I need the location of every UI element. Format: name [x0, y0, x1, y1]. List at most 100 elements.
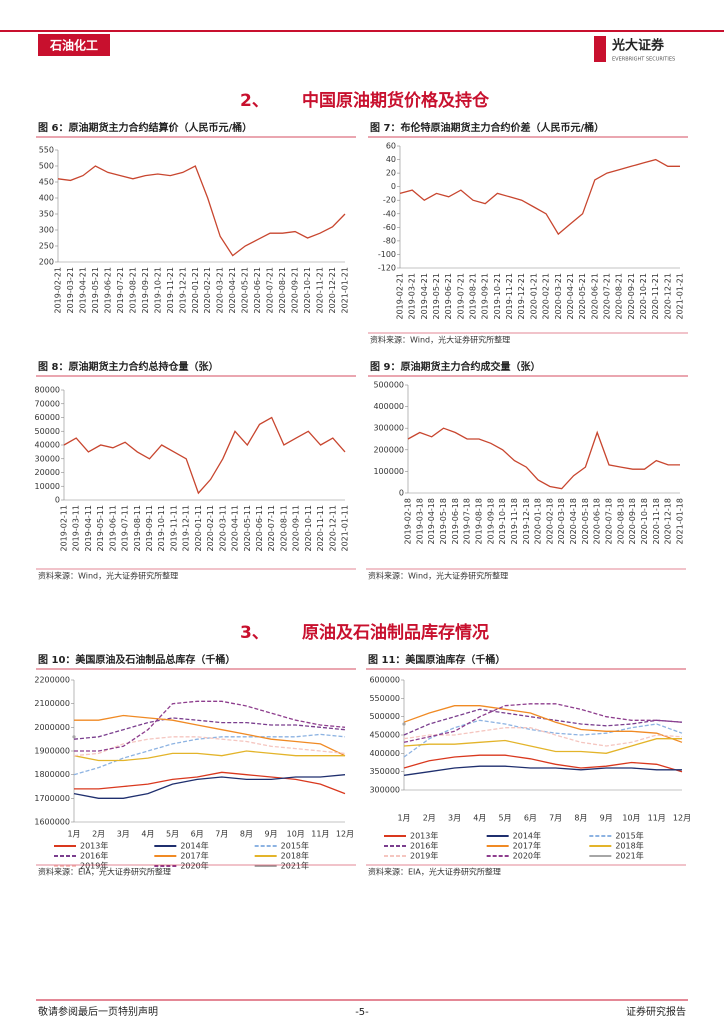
x-tick-label: 2020-11-18: [652, 498, 661, 545]
x-tick-label: 2020-11-21: [316, 267, 325, 314]
x-tick-label: 2020-03-21: [554, 273, 563, 320]
x-tick-label: 2020-04-21: [228, 267, 237, 314]
y-tick-label: 60000: [35, 413, 60, 422]
x-tick-label: 2020-06-11: [255, 505, 264, 552]
x-tick-label: 1月: [67, 830, 80, 839]
y-tick-label: 40000: [35, 441, 60, 450]
figure-source: 资料来源：Wind，光大证券研究所整理: [370, 335, 510, 345]
x-tick-label: 2019-09-21: [481, 273, 490, 320]
x-tick-label: 2020-09-18: [628, 498, 637, 545]
y-tick-label: 1800000: [34, 770, 70, 779]
y-tick-label: 350000: [369, 767, 400, 776]
y-tick-label: -80: [383, 236, 396, 245]
x-tick-label: 2019-06-11: [108, 505, 117, 552]
y-tick-label: 550: [39, 146, 54, 155]
x-tick-label: 2019-03-18: [415, 498, 424, 545]
x-tick-label: 2020-02-21: [542, 273, 551, 320]
x-tick-label: 10月: [622, 814, 640, 823]
x-tick-label: 2019-07-11: [121, 505, 130, 552]
y-tick-label: 80000: [35, 386, 60, 395]
data-line: [403, 738, 682, 754]
y-tick-label: 550000: [369, 694, 400, 703]
x-tick-label: 2020-03-21: [216, 267, 225, 314]
y-tick-label: 70000: [35, 399, 60, 408]
x-tick-label: 2020-12-18: [664, 498, 673, 545]
data-line: [73, 733, 346, 776]
x-tick-label: 2019-03-11: [72, 505, 81, 552]
x-tick-label: 2019-04-21: [420, 273, 429, 320]
x-tick-label: 2020-02-18: [545, 498, 554, 545]
figure-source: 资料来源：EIA，光大证券研究所整理: [368, 867, 501, 877]
x-tick-label: 2020-05-11: [243, 505, 252, 552]
y-tick-label: 250: [39, 242, 54, 251]
x-tick-label: 2020-04-11: [231, 505, 240, 552]
x-tick-label: 2020-01-21: [191, 267, 200, 314]
x-tick-label: 2020-09-11: [292, 505, 301, 552]
x-tick-label: 2020-07-21: [266, 267, 275, 314]
x-tick-label: 2月: [92, 830, 105, 839]
footer-note: 敬请参阅最后一页特别声明: [38, 1005, 158, 1018]
y-tick-label: -40: [383, 209, 396, 218]
y-tick-label: 10000: [35, 482, 60, 491]
y-tick-label: 600000: [369, 676, 400, 685]
x-tick-label: 2019-10-11: [157, 505, 166, 552]
x-tick-label: 2020-03-18: [557, 498, 566, 545]
figure-title: 图 10：美国原油及石油制品总库存（千桶）: [38, 653, 235, 666]
y-tick-label: 450000: [369, 731, 400, 740]
x-tick-label: 2019-08-18: [474, 498, 483, 544]
x-tick-label: 2019-12-11: [182, 505, 191, 552]
y-tick-label: 0: [391, 182, 396, 191]
x-tick-label: 2020-01-18: [534, 498, 543, 545]
x-tick-label: 2020-10-21: [639, 273, 648, 320]
figure-title: 图 8：原油期货主力合约总持仓量（张）: [38, 360, 218, 373]
x-tick-label: 8月: [574, 814, 587, 823]
x-tick-label: 2019-08-21: [128, 267, 137, 314]
legend-label: 2016年: [80, 851, 108, 861]
legend-label: 2018年: [615, 841, 643, 851]
x-tick-label: 2019-07-21: [116, 267, 125, 314]
x-tick-label: 2019-12-21: [178, 267, 187, 314]
y-tick-label: 350: [39, 210, 54, 219]
x-tick-label: 6月: [524, 814, 537, 823]
y-tick-label: 300000: [369, 786, 400, 795]
y-tick-label: 450: [39, 178, 54, 187]
data-line: [73, 774, 346, 799]
x-tick-label: 2019-11-11: [169, 505, 178, 552]
x-tick-label: 2020-01-21: [529, 273, 538, 320]
x-tick-label: 3月: [117, 830, 130, 839]
x-tick-label: 4月: [141, 830, 154, 839]
data-line: [63, 416, 346, 495]
y-tick-label: 20: [386, 169, 396, 178]
page-number: -5-: [355, 1007, 369, 1018]
x-tick-label: 2019-05-11: [96, 505, 105, 552]
x-tick-label: 2020-05-18: [581, 498, 590, 545]
data-line: [73, 750, 345, 762]
legend-label: 2017年: [513, 841, 541, 851]
logo-mark: [594, 36, 606, 62]
logo-en: EVERBRIGHT SECURITIES: [612, 57, 675, 63]
legend-label: 2016年: [410, 841, 438, 851]
x-tick-label: 2019-06-21: [444, 273, 453, 320]
data-line: [403, 727, 683, 747]
data-line: [74, 714, 346, 757]
y-tick-label: 60: [386, 142, 396, 151]
x-tick-label: 2020-09-21: [627, 273, 636, 320]
x-tick-label: 2019-11-21: [166, 267, 175, 314]
x-tick-label: 2月: [423, 814, 436, 823]
x-tick-label: 2019-08-21: [469, 273, 478, 320]
figure-title: 图 7：布伦特原油期货主力合约价差（人民币元/桶）: [370, 121, 604, 134]
x-tick-label: 2019-05-21: [91, 267, 100, 314]
header-rule: [0, 30, 724, 32]
legend-label: 2013年: [80, 841, 108, 851]
legend-label: 2018年: [281, 851, 309, 861]
y-tick-label: 200000: [373, 445, 404, 454]
figure-title: 图 9：原油期货主力合约成交量（张）: [370, 360, 540, 373]
x-tick-label: 8月: [240, 830, 253, 839]
x-tick-label: 2019-12-18: [522, 498, 531, 545]
x-tick-label: 2020-07-11: [267, 505, 276, 552]
legend-label: 2021年: [281, 861, 309, 871]
x-tick-label: 2020-08-21: [278, 267, 287, 314]
y-tick-label: 500000: [369, 712, 400, 721]
x-tick-label: 2020-02-11: [206, 505, 215, 552]
